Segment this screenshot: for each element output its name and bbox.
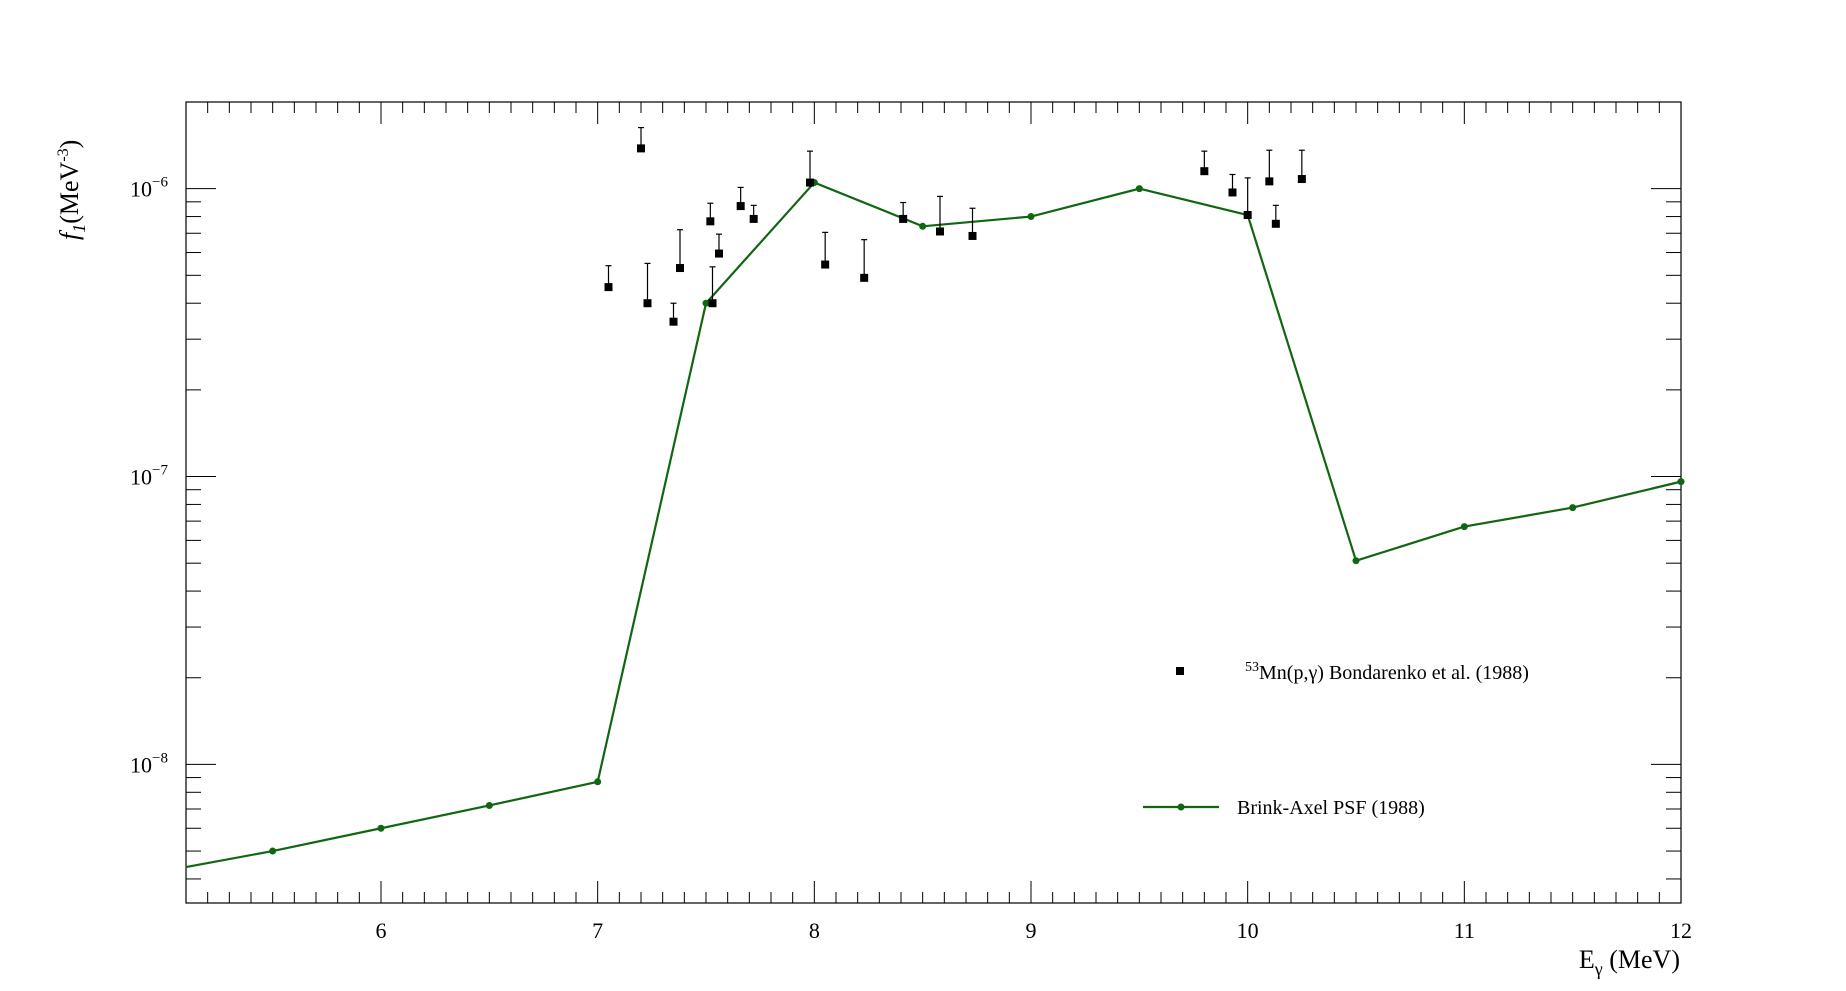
- data-point: [715, 249, 723, 258]
- x-tick-labels: 6 7 8 9 10 11 12: [376, 918, 1693, 943]
- model-point: [1460, 523, 1468, 531]
- data-point: [821, 260, 830, 269]
- y-axis-title-exp: -3: [55, 148, 72, 161]
- data-point: [1271, 219, 1280, 228]
- y-axis-title-close: ): [55, 140, 84, 149]
- data-point: [643, 299, 652, 308]
- data-point: [968, 231, 977, 240]
- data-point: [1243, 211, 1252, 220]
- x-tick-label: 6: [376, 918, 387, 943]
- plot-frame: [185, 101, 1682, 904]
- data-point: [676, 264, 684, 273]
- y-axis-title: f1(MeV-3): [55, 140, 89, 240]
- y-axis-title-symbol: f: [55, 229, 84, 240]
- x-tick-label: 9: [1026, 918, 1037, 943]
- y-axis-title-unit: (MeV: [55, 161, 84, 223]
- model-point: [1677, 478, 1685, 486]
- legend: 53Mn(p,γ) Bondarenko et al. (1988) Brink…: [1143, 660, 1529, 819]
- y-tick-label-base: 10: [130, 752, 152, 777]
- model-point: [919, 222, 927, 230]
- y-tick-label: 10−6: [130, 175, 168, 202]
- data-point: [604, 283, 613, 292]
- model-point: [1569, 504, 1577, 512]
- data-point: [708, 299, 717, 308]
- legend-label-data-sup: 53: [1245, 660, 1259, 675]
- y-tick-label: 10−7: [130, 463, 168, 490]
- data-point: [860, 273, 869, 282]
- model-point: [485, 801, 493, 809]
- legend-label-data: 53Mn(p,γ) Bondarenko et al. (1988): [1245, 660, 1529, 684]
- data-point: [706, 217, 715, 226]
- data-point: [1297, 175, 1306, 184]
- legend-marker-model: [1177, 803, 1185, 811]
- data-point: [899, 214, 908, 223]
- model-point: [269, 847, 277, 855]
- axis-ticks: [185, 101, 1682, 903]
- y-tick-label: 10−8: [130, 750, 168, 777]
- model-point: [1352, 557, 1360, 565]
- data-point: [749, 214, 758, 223]
- y-tick-labels: 10−810−710−6: [130, 175, 168, 778]
- data-point: [669, 317, 678, 326]
- data-point: [1265, 177, 1274, 186]
- model-point: [1027, 213, 1035, 221]
- data-point: [736, 202, 745, 211]
- y-tick-label-exp: −8: [152, 750, 168, 766]
- data-series: [604, 126, 1306, 326]
- x-axis-title: Eγ (MeV): [1579, 945, 1680, 979]
- model-point: [594, 778, 602, 786]
- y-tick-label-base: 10: [130, 177, 152, 202]
- y-tick-label-base: 10: [130, 465, 152, 490]
- x-tick-label: 8: [809, 918, 820, 943]
- data-point: [1228, 188, 1237, 197]
- y-tick-label-exp: −6: [152, 175, 168, 191]
- plot-area-border: [185, 101, 1682, 904]
- x-tick-label: 7: [592, 918, 603, 943]
- legend-marker-data: [1176, 667, 1184, 675]
- model-point: [1135, 185, 1143, 193]
- x-tick-label: 10: [1237, 918, 1259, 943]
- model-point: [377, 824, 385, 832]
- x-axis-title-sub: γ: [1594, 959, 1603, 979]
- model-point: [702, 299, 710, 307]
- x-tick-label: 11: [1454, 918, 1475, 943]
- data-point: [936, 227, 944, 236]
- model-series: [185, 179, 1685, 869]
- model-line: [185, 181, 1682, 869]
- y-tick-label-exp: −7: [152, 463, 168, 479]
- y-axis-title-sub: 1: [69, 224, 89, 233]
- legend-label-data-text: Mn(p,γ) Bondarenko et al. (1988): [1259, 662, 1529, 684]
- data-point: [637, 144, 645, 153]
- x-axis-title-main: E: [1579, 945, 1595, 974]
- data-point: [806, 178, 814, 187]
- x-axis-title-unit: (MeV): [1603, 945, 1680, 974]
- x-tick-label: 12: [1670, 918, 1692, 943]
- legend-label-model: Brink-Axel PSF (1988): [1237, 797, 1425, 819]
- data-point: [1200, 167, 1209, 176]
